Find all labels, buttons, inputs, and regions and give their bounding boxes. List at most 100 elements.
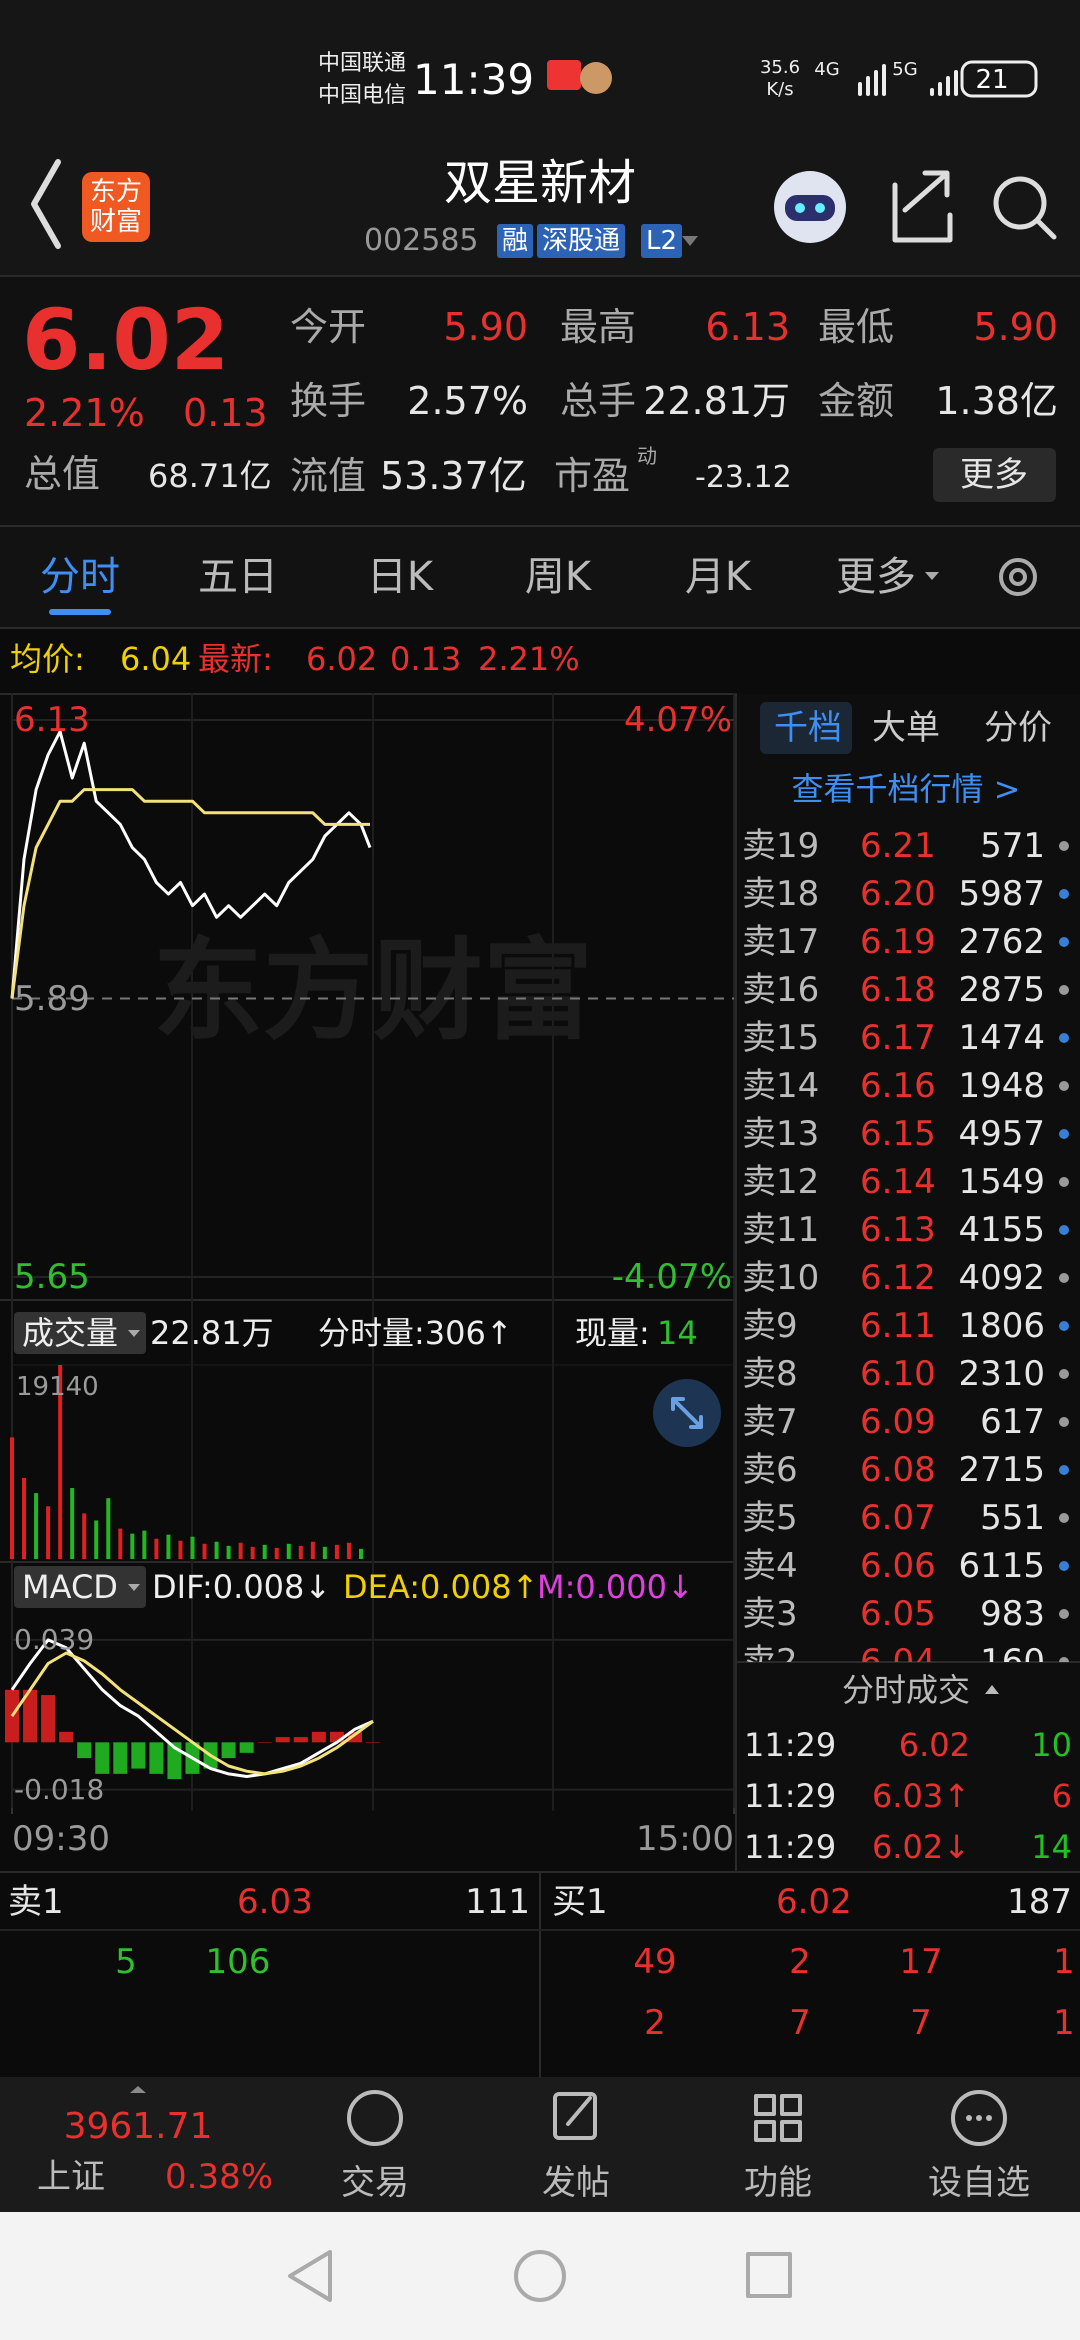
- carrier: 中国电信: [318, 83, 407, 108]
- book-link[interactable]: 查看千档行情 >: [791, 770, 1021, 808]
- stock-name: 双星新材: [443, 155, 637, 211]
- book-volume: 1474: [958, 1018, 1045, 1058]
- book-dot: [1059, 1657, 1069, 1662]
- macd-bar: [113, 1742, 128, 1774]
- volume-total: 22.81万: [150, 1314, 274, 1352]
- chart-tab[interactable]: 周K: [524, 554, 592, 600]
- change-pct: 2.21%: [478, 640, 580, 678]
- book-tab[interactable]: 大单: [872, 708, 940, 748]
- volume-bar: [238, 1542, 243, 1559]
- y-tick-label: 5.89: [14, 978, 90, 1019]
- book-level: 卖5: [742, 1498, 798, 1538]
- book-dot: [1059, 1033, 1069, 1043]
- macd-bar: [347, 1731, 362, 1743]
- book-price: 6.13: [860, 1210, 936, 1250]
- depth-cell: 5: [115, 1942, 137, 1982]
- book-dot: [1059, 1129, 1069, 1139]
- book-dot: [1059, 1465, 1069, 1475]
- depth-cell: 1: [1053, 1942, 1075, 1982]
- field-label: 换手: [290, 379, 367, 423]
- volume-select[interactable]: 成交量: [22, 1314, 119, 1352]
- index-name: 上证: [37, 2157, 105, 2197]
- volume-bar: [58, 1365, 63, 1559]
- book-volume: 1806: [958, 1306, 1045, 1346]
- chart-tab[interactable]: 日K: [366, 554, 434, 600]
- current-label: 现量:: [575, 1314, 650, 1352]
- macd-select[interactable]: MACD: [22, 1568, 118, 1606]
- chart-tab[interactable]: 月K: [684, 554, 752, 600]
- chart-tab[interactable]: 分时: [40, 554, 120, 600]
- depth-cell: 7: [789, 2003, 811, 2043]
- book-level: 卖17: [742, 922, 820, 962]
- trades-title[interactable]: 分时成交: [841, 1671, 971, 1709]
- volume-bar: [118, 1528, 123, 1559]
- trade-volume: 14: [1031, 1828, 1072, 1866]
- more-button-bg[interactable]: [933, 448, 1056, 502]
- depth-label: 卖1: [8, 1882, 64, 1922]
- nav-item[interactable]: 功能: [744, 2163, 812, 2203]
- book-price: 6.14: [860, 1162, 936, 1202]
- field-label: 流值: [290, 454, 367, 498]
- macd-bar: [77, 1742, 92, 1759]
- book-price: 6.10: [860, 1354, 936, 1394]
- book-volume: 2875: [958, 970, 1045, 1010]
- trade-price: 6.02: [898, 1726, 970, 1764]
- volume-select-bg[interactable]: [14, 1312, 146, 1354]
- book-volume: 5987: [958, 874, 1045, 914]
- trade-time: 11:29: [744, 1726, 837, 1764]
- book-tab[interactable]: 分价: [984, 708, 1052, 748]
- macd-bar: [311, 1731, 326, 1743]
- last-price: 6.02: [22, 291, 230, 389]
- book-dot: [1059, 1561, 1069, 1571]
- clock: 11:39: [413, 55, 535, 104]
- volume-bar: [226, 1545, 231, 1559]
- book-price: 6.15: [860, 1114, 936, 1154]
- book-price: 6.11: [860, 1306, 936, 1346]
- tab-active-bg[interactable]: [760, 702, 852, 754]
- y-tick-label: 0.039: [14, 1622, 95, 1656]
- book-volume: 2310: [958, 1354, 1045, 1394]
- field-value: 68.71亿: [148, 457, 272, 495]
- depth-price: 6.03: [237, 1882, 313, 1922]
- macd-bar: [293, 1737, 308, 1743]
- trade-time: 11:29: [744, 1777, 837, 1815]
- book-level: 卖16: [742, 970, 820, 1010]
- book-volume: 160: [980, 1642, 1045, 1662]
- depth-price: 6.02: [776, 1882, 852, 1922]
- field-value: -23.12: [695, 460, 792, 495]
- x-tick-label: 09:30: [12, 1819, 110, 1859]
- field-label: 金额: [818, 379, 895, 423]
- chart-tab[interactable]: 更多: [836, 554, 916, 600]
- volume-bar: [190, 1536, 195, 1559]
- book-dot: [1059, 1417, 1069, 1427]
- macd-select-bg[interactable]: [14, 1566, 146, 1608]
- more-button[interactable]: 更多: [960, 455, 1028, 495]
- book-volume: 2762: [958, 922, 1045, 962]
- book-level: 卖6: [742, 1450, 798, 1490]
- book-dot: [1059, 1369, 1069, 1379]
- depth-cell: 17: [899, 1942, 943, 1982]
- book-tab[interactable]: 千档: [774, 708, 842, 748]
- depth-cell: 7: [910, 2003, 932, 2043]
- battery-level: 21: [975, 65, 1009, 95]
- volume-bar: [358, 1548, 363, 1559]
- depth-cell: 2: [644, 2003, 666, 2043]
- book-level: 卖4: [742, 1546, 798, 1586]
- book-price: 6.18: [860, 970, 936, 1010]
- book-dot: [1059, 985, 1069, 995]
- nav-item[interactable]: 设自选: [928, 2163, 1030, 2203]
- volume-bar: [142, 1530, 147, 1559]
- volume-bar: [22, 1477, 27, 1559]
- trade-time: 11:29: [744, 1828, 837, 1866]
- book-dot: [1059, 1225, 1069, 1235]
- book-level: 卖2: [742, 1642, 798, 1662]
- depth-cell: 106: [205, 1942, 271, 1982]
- book-dot: [1059, 1513, 1069, 1523]
- nav-item[interactable]: 交易: [341, 2163, 409, 2203]
- chart-tab[interactable]: 五日: [198, 554, 278, 600]
- book-price: 6.16: [860, 1066, 936, 1106]
- macd-bar: [239, 1742, 254, 1753]
- volume-bar: [298, 1545, 303, 1559]
- field-value: 53.37亿: [380, 454, 527, 498]
- nav-item[interactable]: 发帖: [542, 2163, 610, 2203]
